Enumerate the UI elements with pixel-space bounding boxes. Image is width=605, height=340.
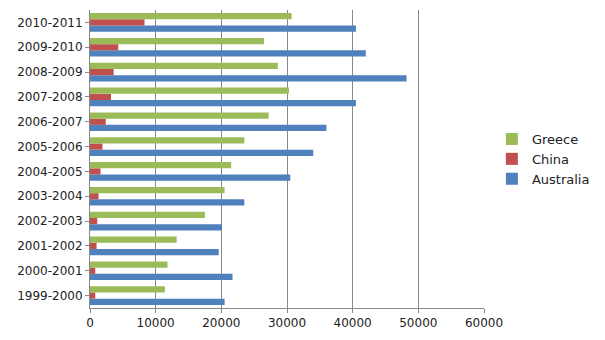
svg-text:10000: 10000 — [137, 316, 175, 330]
svg-text:2001-2002: 2001-2002 — [17, 239, 82, 253]
svg-text:2005-2006: 2005-2006 — [17, 140, 82, 154]
svg-text:30000: 30000 — [268, 316, 306, 330]
svg-text:40000: 40000 — [334, 316, 372, 330]
svg-text:2004-2005: 2004-2005 — [17, 165, 82, 179]
svg-text:2008-2009: 2008-2009 — [17, 65, 82, 79]
svg-text:China: China — [532, 152, 569, 167]
svg-text:0: 0 — [86, 316, 94, 330]
svg-text:1999-2000: 1999-2000 — [17, 289, 82, 303]
svg-text:2002-2003: 2002-2003 — [17, 214, 82, 228]
svg-text:50000: 50000 — [399, 316, 437, 330]
svg-text:Australia: Australia — [532, 172, 590, 187]
svg-text:Greece: Greece — [532, 132, 578, 147]
svg-text:2007-2008: 2007-2008 — [17, 90, 82, 104]
svg-text:20000: 20000 — [202, 316, 240, 330]
svg-text:2009-2010: 2009-2010 — [17, 40, 82, 54]
svg-text:2006-2007: 2006-2007 — [17, 115, 82, 129]
svg-text:2003-2004: 2003-2004 — [17, 189, 82, 203]
svg-text:60000: 60000 — [465, 316, 503, 330]
svg-text:2000-2001: 2000-2001 — [17, 264, 82, 278]
svg-text:2010-2011: 2010-2011 — [17, 16, 82, 30]
